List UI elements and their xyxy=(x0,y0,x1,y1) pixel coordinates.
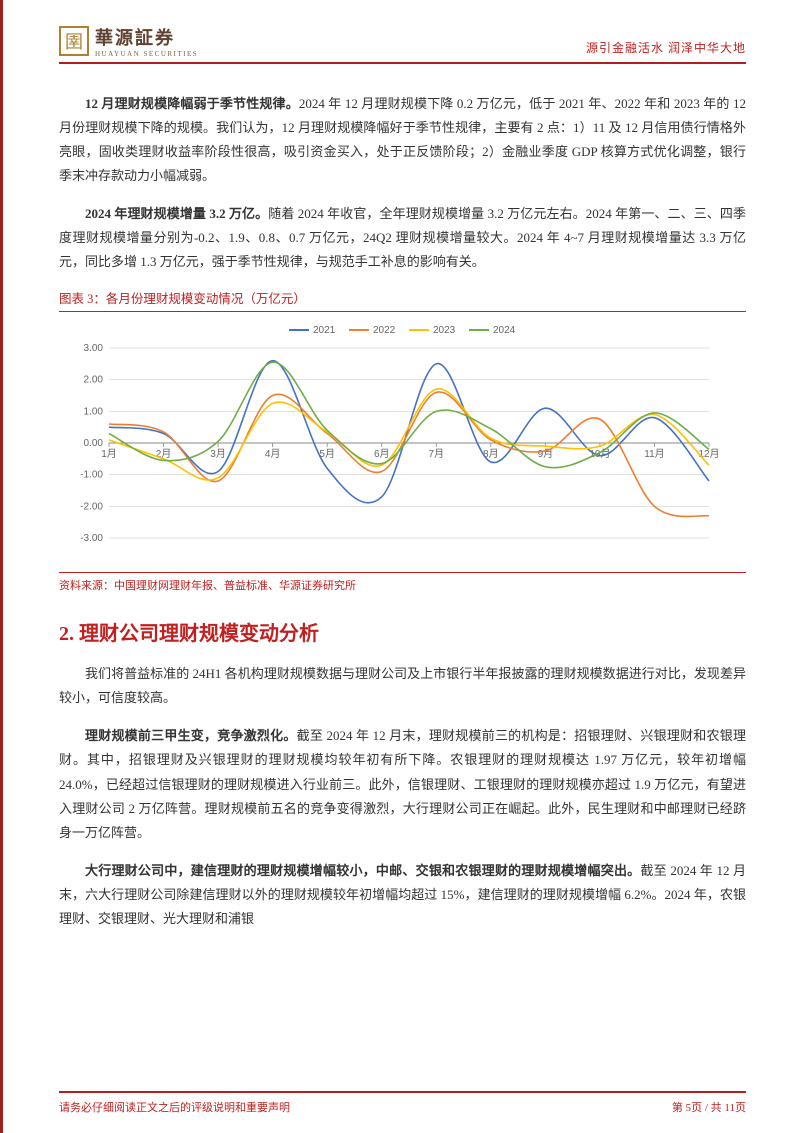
figure3-source: 资料来源：中国理财网理财年报、普益标准、华源证券研究所 xyxy=(59,572,746,593)
line-chart-svg: -3.00-2.00-1.000.001.002.003.001月2月3月4月5… xyxy=(59,318,729,568)
paragraph-1: 12 月理财规模降幅弱于季节性规律。2024 年 12 月理财规模下降 0.2 … xyxy=(59,92,746,188)
svg-text:-1.00: -1.00 xyxy=(80,470,103,481)
paragraph-2: 2024 年理财规模增量 3.2 万亿。随着 2024 年收官，全年理财规模增量… xyxy=(59,202,746,274)
paragraph-5: 大行理财公司中，建信理财的理财规模增幅较小，中邮、交银和农银理财的理财规模增幅突… xyxy=(59,859,746,931)
svg-text:6月: 6月 xyxy=(374,448,390,460)
figure3-title: 图表 3：各月份理财规模变动情况（万亿元） xyxy=(59,288,746,312)
p4-lead: 理财规模前三甲生变，竞争激烈化。 xyxy=(85,728,297,743)
monthly-scale-change-chart: -3.00-2.00-1.000.001.002.003.001月2月3月4月5… xyxy=(59,318,746,568)
header-slogan: 源引金融活水 润泽中华大地 xyxy=(586,39,746,56)
svg-text:3.00: 3.00 xyxy=(84,343,104,354)
footer-pagination: 第 5页 / 共 11页 xyxy=(672,1099,746,1115)
page-header: 圉 華源証券 HUAYUAN SECURITIES 源引金融活水 润泽中华大地 xyxy=(59,24,746,64)
p5-lead: 大行理财公司中，建信理财的理财规模增幅较小，中邮、交银和农银理财的理财规模增幅突… xyxy=(85,863,640,878)
p4-body: 截至 2024 年 12 月末，理财规模前三的机构是：招银理财、兴银理财和农银理… xyxy=(59,728,746,839)
svg-text:1月: 1月 xyxy=(101,448,117,460)
p3-body: 我们将普益标准的 24H1 各机构理财规模数据与理财公司及上市银行半年报披露的理… xyxy=(59,666,746,705)
svg-text:2022: 2022 xyxy=(373,325,396,336)
brand-logo: 圉 華源証券 HUAYUAN SECURITIES xyxy=(59,24,198,58)
svg-text:7月: 7月 xyxy=(428,448,444,460)
svg-text:2023: 2023 xyxy=(433,325,456,336)
svg-text:2021: 2021 xyxy=(313,325,336,336)
svg-text:3月: 3月 xyxy=(210,448,226,460)
p2-lead: 2024 年理财规模增量 3.2 万亿。 xyxy=(85,206,268,221)
p1-lead: 12 月理财规模降幅弱于季节性规律。 xyxy=(85,96,299,111)
section-2-heading: 2. 理财公司理财规模变动分析 xyxy=(59,617,746,646)
svg-text:1.00: 1.00 xyxy=(84,407,104,418)
svg-text:-2.00: -2.00 xyxy=(80,502,103,513)
footer-disclaimer: 请务必仔细阅读正文之后的评级说明和重要声明 xyxy=(59,1099,290,1115)
svg-text:-3.00: -3.00 xyxy=(80,533,103,544)
logo-sub-text: HUAYUAN SECURITIES xyxy=(95,50,198,58)
logo-icon: 圉 xyxy=(59,26,89,56)
svg-text:2.00: 2.00 xyxy=(84,375,104,386)
svg-text:0.00: 0.00 xyxy=(84,438,104,449)
logo-main-text: 華源証券 xyxy=(95,24,198,50)
page-footer: 请务必仔细阅读正文之后的评级说明和重要声明 第 5页 / 共 11页 xyxy=(59,1091,746,1115)
svg-text:2024: 2024 xyxy=(493,325,516,336)
paragraph-4: 理财规模前三甲生变，竞争激烈化。截至 2024 年 12 月末，理财规模前三的机… xyxy=(59,724,746,844)
svg-text:11月: 11月 xyxy=(644,448,664,460)
svg-text:4月: 4月 xyxy=(265,448,281,460)
paragraph-3: 我们将普益标准的 24H1 各机构理财规模数据与理财公司及上市银行半年报披露的理… xyxy=(59,662,746,710)
